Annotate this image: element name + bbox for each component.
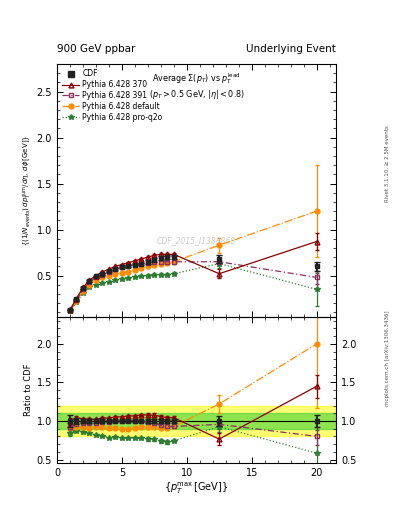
- Bar: [57, 406, 336, 436]
- Y-axis label: $\{(1/N_\mathrm{events})\,dp_T^\mathrm{sum}/d\eta,\,d\phi\,[\mathrm{GeV}]\}$: $\{(1/N_\mathrm{events})\,dp_T^\mathrm{s…: [22, 135, 34, 246]
- Legend: CDF, Pythia 6.428 370, Pythia 6.428 391, Pythia 6.428 default, Pythia 6.428 pro-: CDF, Pythia 6.428 370, Pythia 6.428 391,…: [60, 67, 165, 124]
- Text: CDF_2015_I1388868: CDF_2015_I1388868: [157, 237, 236, 246]
- Text: Rivet 3.1.10, ≥ 2.5M events: Rivet 3.1.10, ≥ 2.5M events: [385, 125, 389, 202]
- Text: Underlying Event: Underlying Event: [246, 44, 336, 54]
- Bar: [57, 413, 336, 429]
- Text: mcplots.cern.ch [arXiv:1306.3436]: mcplots.cern.ch [arXiv:1306.3436]: [385, 311, 389, 406]
- Text: Average $\Sigma(p_T)$ vs $p_T^\mathrm{lead}$
$(p_T > 0.5$ GeV, $|\eta| < 0.8)$: Average $\Sigma(p_T)$ vs $p_T^\mathrm{le…: [149, 72, 244, 101]
- Y-axis label: Ratio to CDF: Ratio to CDF: [24, 364, 33, 416]
- X-axis label: $\{p_T^\mathrm{max}\,[\mathrm{GeV}]\}$: $\{p_T^\mathrm{max}\,[\mathrm{GeV}]\}$: [164, 481, 229, 497]
- Text: 900 GeV ppbar: 900 GeV ppbar: [57, 44, 135, 54]
